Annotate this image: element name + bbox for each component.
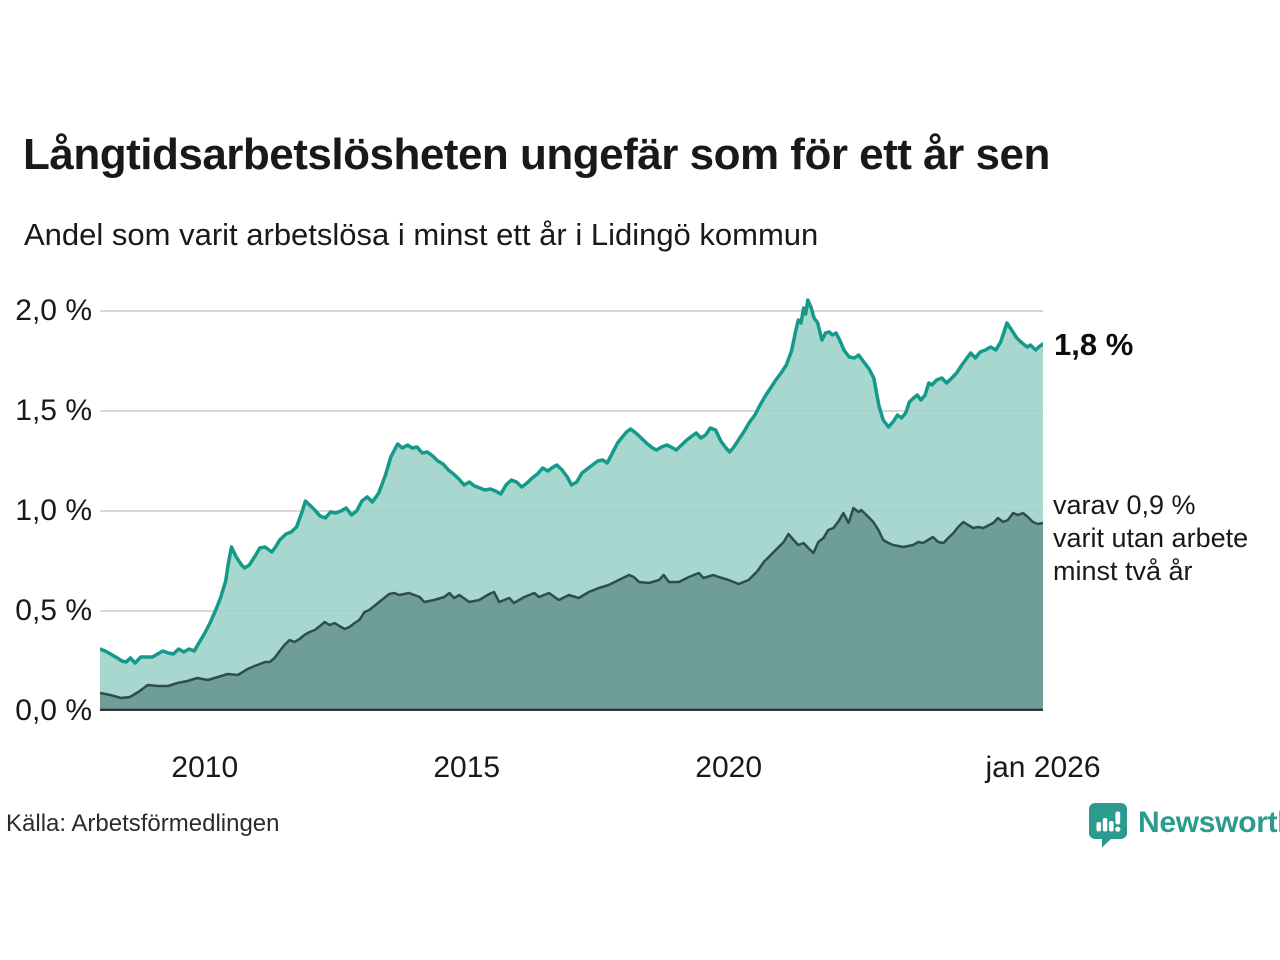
two-year-line [100, 506, 1043, 700]
x-tick-label: jan 2026 [985, 751, 1101, 784]
newsworthy-logo: Newsworthy [1088, 802, 1280, 853]
x-tick-label: 2020 [695, 751, 763, 784]
page-subtitle: Andel som varit arbetslösa i minst ett å… [24, 217, 819, 252]
y-tick-label: 2,0 % [15, 294, 92, 327]
newsworthy-logo-icon [1088, 802, 1128, 853]
latest-value-annotation: 1,8 % [1054, 327, 1134, 362]
newsworthy-wordmark: Newsworthy [1138, 806, 1280, 839]
x-tick-label: 2015 [433, 751, 501, 784]
y-tick-label: 0,0 % [15, 694, 92, 727]
chart-plot-area [100, 290, 1043, 711]
y-tick-label: 1,0 % [15, 494, 92, 527]
total-line [100, 298, 1043, 665]
unemployment-area-chart [100, 298, 1043, 711]
page-title: Långtidsarbetslösheten ungefär som för e… [23, 130, 1050, 179]
y-tick-label: 0,5 % [15, 594, 92, 627]
y-tick-label: 1,5 % [15, 394, 92, 427]
x-tick-label: 2010 [171, 751, 239, 784]
two-year-annotation: varav 0,9 % varit utan arbete minst två … [1053, 490, 1249, 586]
two-year-area [100, 508, 1043, 711]
source-note: Källa: Arbetsförmedlingen [6, 810, 280, 837]
